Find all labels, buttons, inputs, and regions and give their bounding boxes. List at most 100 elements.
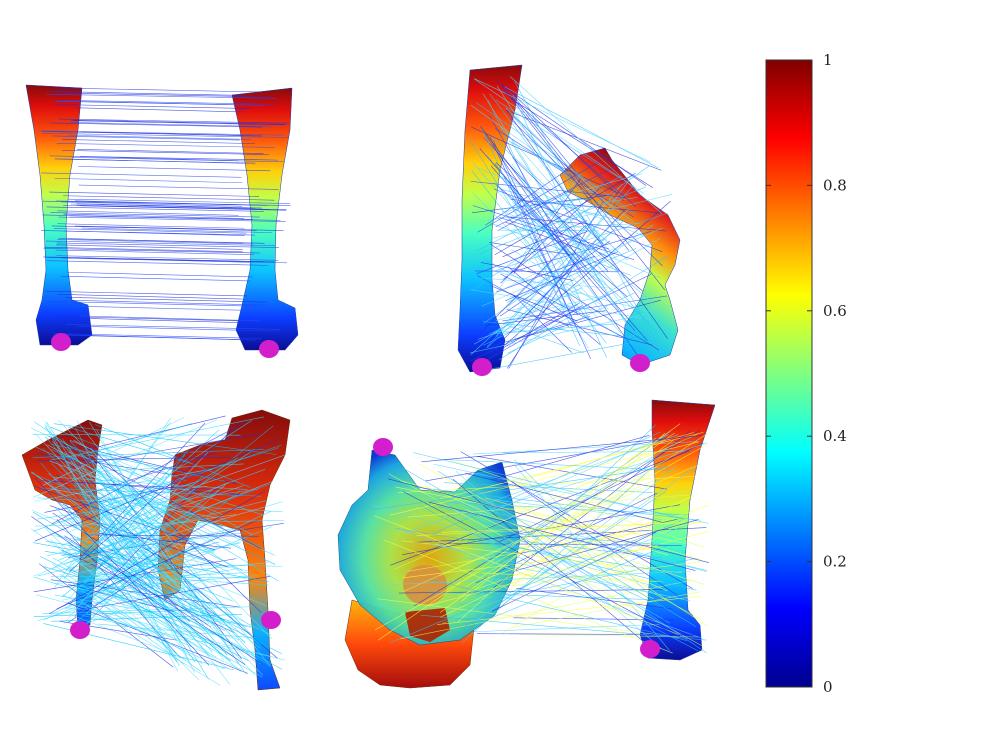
correspondence-line <box>57 99 275 105</box>
correspondence-line <box>80 156 239 162</box>
correspondence-line <box>72 458 192 666</box>
correspondence-line <box>429 501 696 571</box>
correspondence-line <box>55 249 255 255</box>
correspondence-line <box>58 216 286 222</box>
correspondence-line <box>402 504 681 555</box>
correspondence-line <box>89 423 193 454</box>
correspondence-line <box>67 602 249 674</box>
correspondence-line <box>388 473 704 647</box>
feature-point <box>630 354 650 372</box>
correspondence-line <box>42 132 289 138</box>
correspondence-line <box>48 435 262 549</box>
correspondence-line <box>482 321 631 338</box>
colorbar-tick-label: 0.4 <box>823 427 847 445</box>
correspondence-line <box>65 297 268 303</box>
feature-point <box>472 358 492 376</box>
correspondence-line <box>387 478 710 564</box>
correspondence-line <box>503 225 572 280</box>
correspondence-line <box>62 594 225 670</box>
correspondence-line <box>455 470 662 649</box>
correspondence-line <box>99 533 232 549</box>
correspondence-line <box>501 451 685 454</box>
correspondence-line <box>482 131 638 355</box>
correspondence-line <box>496 255 595 293</box>
correspondence-line <box>395 433 698 570</box>
correspondence-line <box>76 420 271 667</box>
correspondence-line <box>505 107 598 194</box>
correspondence-line <box>510 76 663 215</box>
correspondence-line <box>494 173 636 255</box>
correspondence-line <box>470 181 625 198</box>
correspondence-line <box>441 521 699 533</box>
correspondence-line <box>32 542 182 571</box>
correspondence-line <box>486 185 634 348</box>
correspondence-line <box>483 137 609 272</box>
feature-point <box>70 621 90 639</box>
correspondence-line <box>56 142 276 148</box>
correspondence-line <box>85 415 226 451</box>
leg-mesh-right <box>639 399 716 661</box>
correspondence-line <box>500 181 608 284</box>
correspondence-line <box>80 578 211 626</box>
correspondence-line <box>79 487 256 676</box>
feature-point <box>259 340 279 358</box>
correspondence-line <box>76 107 243 113</box>
correspondence-line <box>493 182 604 287</box>
correspondence-line <box>53 228 247 234</box>
correspondence-line <box>400 480 669 556</box>
correspondence-line <box>437 595 702 625</box>
correspondence-line <box>93 499 278 659</box>
correspondence-line <box>495 99 621 179</box>
correspondence-line <box>50 91 245 96</box>
correspondence-line <box>473 441 700 455</box>
correspondence-line <box>473 78 651 163</box>
correspondence-line <box>476 175 622 252</box>
colorbar-ticks: 0 0.2 0.4 0.6 0.8 1 <box>766 51 847 696</box>
correspondence-line <box>485 166 573 226</box>
correspondence-line <box>437 470 697 627</box>
correspondence-line <box>63 204 287 211</box>
correspondence-line <box>87 537 199 594</box>
colorbar-tick-label: 0.6 <box>823 302 847 320</box>
correspondence-line <box>413 452 685 520</box>
correspondence-line <box>514 81 662 353</box>
correspondence-line <box>512 591 701 628</box>
correspondence-line <box>374 444 708 631</box>
correspondence-line <box>509 292 583 312</box>
correspondence-line <box>30 471 255 629</box>
correspondence-line <box>80 601 221 686</box>
correspondence-line <box>87 478 178 517</box>
correspondence-line <box>63 317 243 323</box>
correspondence-line <box>478 512 705 585</box>
correspondence-line <box>49 191 260 197</box>
correspondence-line <box>76 501 283 563</box>
panel-bottom-left <box>21 409 291 691</box>
correspondence-line <box>51 613 243 622</box>
correspondence-line <box>486 193 673 241</box>
correspondence-line <box>73 439 252 535</box>
correspondence-line <box>62 139 256 144</box>
correspondence-line <box>43 248 260 254</box>
correspondence-line <box>32 434 241 436</box>
correspondence-line <box>390 520 682 643</box>
correspondence-line <box>509 196 599 237</box>
correspondence-line <box>52 135 240 141</box>
correspondence-line <box>56 242 279 248</box>
correspondence-line <box>46 500 266 557</box>
correspondence-line <box>389 441 699 516</box>
correspondence-line <box>57 223 245 229</box>
correspondence-line <box>381 483 701 521</box>
correspondence-line <box>49 490 265 615</box>
correspondence-line <box>499 255 669 360</box>
correspondence-line <box>482 572 664 583</box>
correspondence-line <box>70 122 270 127</box>
correspondence-line <box>86 576 271 610</box>
correspondence-line <box>61 150 269 155</box>
correspondence-line <box>485 514 673 579</box>
correspondence-line <box>78 422 206 560</box>
correspondence-line <box>427 591 649 600</box>
correspondence-line <box>94 424 251 488</box>
correspondence-line <box>461 468 652 644</box>
correspondence-lines-top-left <box>40 87 291 341</box>
correspondence-line <box>61 201 243 207</box>
